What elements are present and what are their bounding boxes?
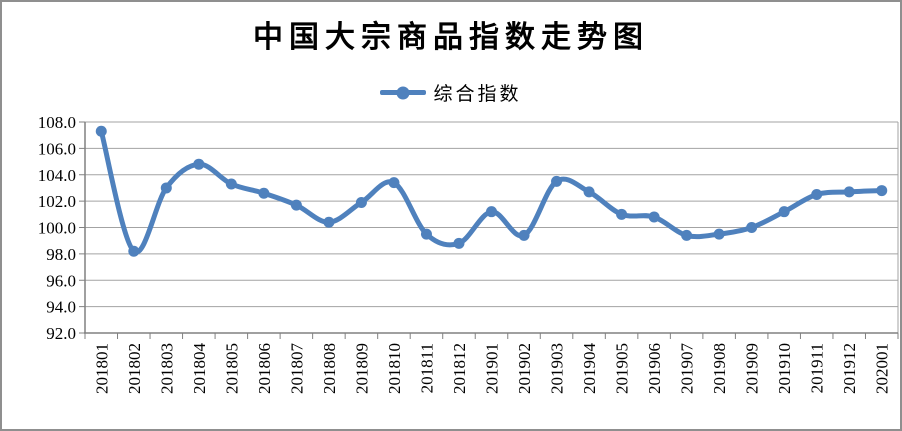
- x-tick-label: 201806: [255, 343, 274, 394]
- data-point: [323, 216, 335, 228]
- data-point: [778, 206, 790, 218]
- y-tick-label: 100.0: [38, 219, 76, 238]
- x-tick-label: 201905: [613, 343, 632, 394]
- data-point: [551, 175, 563, 187]
- x-tick-label: 201907: [678, 343, 697, 395]
- legend-label: 综合指数: [433, 84, 522, 105]
- data-point: [160, 182, 172, 194]
- data-point: [290, 199, 302, 211]
- data-point: [876, 185, 888, 197]
- data-point: [225, 178, 237, 190]
- x-tick-label: 201805: [222, 343, 241, 394]
- x-tick-label: 201912: [840, 343, 859, 394]
- data-point: [583, 186, 595, 198]
- data-point: [616, 208, 628, 220]
- x-tick-label: 201902: [515, 343, 534, 394]
- data-point: [843, 186, 855, 198]
- data-point: [193, 158, 205, 170]
- data-point: [453, 237, 465, 249]
- y-tick-label: 96.0: [46, 271, 76, 290]
- data-point: [388, 177, 400, 189]
- x-tick-label: 201810: [385, 343, 404, 394]
- x-tick-label: 201807: [287, 343, 306, 395]
- y-tick-label: 102.0: [38, 192, 76, 211]
- x-tick-label: 201809: [352, 343, 371, 394]
- series-point-icon: [396, 86, 410, 99]
- x-tick-label: 201904: [580, 343, 599, 395]
- x-tick-label: 201910: [775, 343, 794, 394]
- data-point: [258, 187, 270, 199]
- data-point: [811, 189, 823, 201]
- x-tick-label: 201811: [417, 343, 436, 393]
- y-tick-label: 94.0: [46, 298, 76, 317]
- x-tick-label: 201804: [190, 343, 209, 395]
- x-tick-label: 201908: [710, 343, 729, 394]
- data-point: [355, 196, 367, 208]
- x-tick-label: 201906: [645, 343, 664, 394]
- data-point: [95, 125, 107, 137]
- x-tick-label: 201909: [743, 343, 762, 394]
- x-tick-label: 201901: [483, 343, 502, 394]
- x-tick-label: 201911: [808, 343, 827, 393]
- x-tick-label: 201812: [450, 343, 469, 394]
- data-point: [518, 229, 530, 241]
- x-tick-label: 201801: [92, 343, 111, 394]
- y-tick-label: 106.0: [38, 139, 76, 158]
- x-tick-label: 201808: [320, 343, 339, 394]
- x-tick-label: 201803: [157, 343, 176, 394]
- y-tick-label: 104.0: [38, 166, 76, 185]
- data-point: [486, 206, 497, 218]
- data-point: [713, 228, 725, 240]
- data-point: [746, 222, 758, 233]
- series-line: [98, 128, 885, 255]
- y-tick-label: 92.0: [46, 324, 76, 343]
- y-tick-label: 98.0: [46, 245, 76, 264]
- x-tick-label: 201903: [548, 343, 567, 394]
- legend: 综合指数: [2, 79, 900, 106]
- data-point: [681, 229, 693, 241]
- y-tick-label: 108.0: [38, 113, 76, 132]
- chart-title: 中国大宗商品指数走势图: [253, 21, 649, 54]
- legend-series-sample-icon: [380, 86, 427, 99]
- data-point: [420, 228, 432, 240]
- data-point: [648, 211, 660, 223]
- data-point: [128, 245, 140, 257]
- x-tick-label: 201802: [125, 343, 144, 394]
- x-tick-label: 202001: [873, 343, 892, 394]
